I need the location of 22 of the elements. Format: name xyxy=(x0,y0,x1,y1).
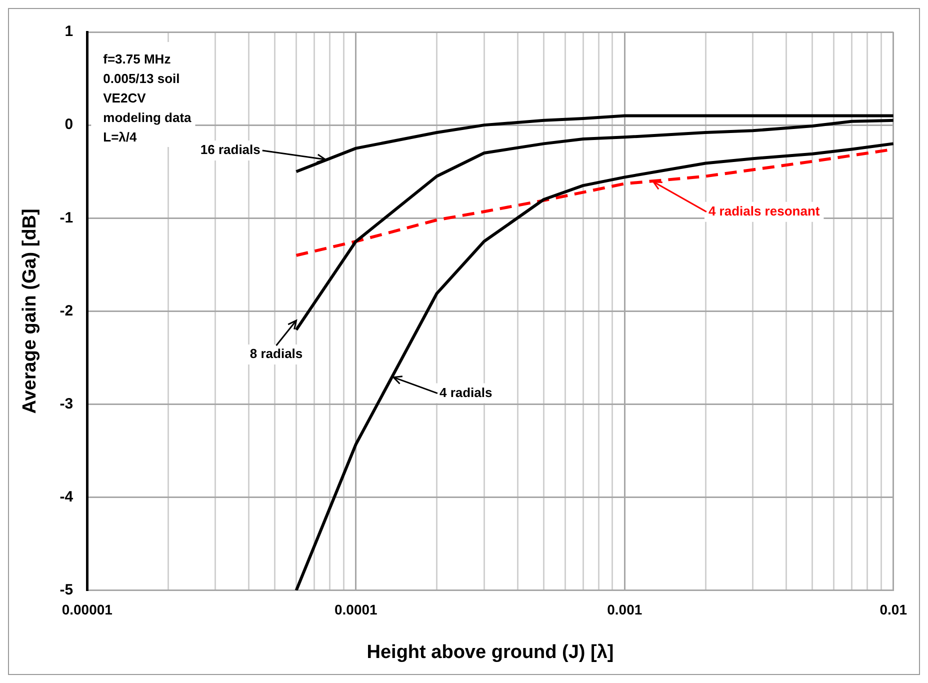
annotation: 4 radials resonant xyxy=(708,203,820,218)
x-tick-label: 0.0001 xyxy=(334,602,378,618)
annotation: modeling data xyxy=(103,110,192,126)
annotation: VE2CV xyxy=(103,90,146,106)
y-tick-label: -2 xyxy=(60,302,74,320)
annotation: 16 radials xyxy=(200,142,260,158)
y-tick-label: -1 xyxy=(60,209,74,226)
annotation: L=λ/4 xyxy=(103,130,138,145)
y-tick-label: -4 xyxy=(60,488,74,506)
annotation: 8 radials xyxy=(250,346,303,362)
annotation: 0.005/13 soil xyxy=(103,71,180,86)
y-tick-label: 0 xyxy=(64,116,74,134)
x-tick-label: 0.00001 xyxy=(62,602,113,618)
x-tick-label: 0.001 xyxy=(607,602,642,618)
y-tick-label: -3 xyxy=(60,395,74,412)
annotation: 4 radials xyxy=(439,384,492,400)
y-tick-label: -5 xyxy=(60,582,74,599)
x-tick-label: 0.01 xyxy=(880,602,908,618)
x-axis-title: Height above ground (J) [λ] xyxy=(366,642,614,663)
y-axis-title: Average gain (Ga) [dB] xyxy=(20,208,41,414)
y-tick-label: 1 xyxy=(64,23,74,40)
annotation: f=3.75 MHz xyxy=(103,52,172,67)
